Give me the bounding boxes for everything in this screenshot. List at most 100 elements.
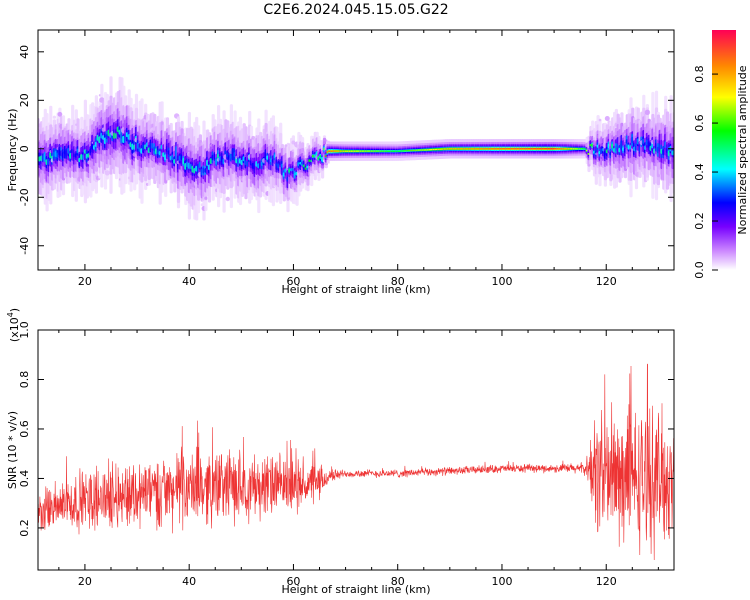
spectrogram-cell <box>552 148 556 150</box>
spectrogram-cell <box>545 148 549 150</box>
spectrogram-panel: 20 40 60 80 100 120 -40 -20 0 20 40 Height of str… <box>6 29 675 296</box>
spectrogram-cell <box>525 148 529 150</box>
colorbar-tick-label: 0.8 <box>693 65 706 83</box>
spectrogram-cell <box>337 150 341 152</box>
spectrogram-cell <box>445 148 449 150</box>
spectrogram-cell <box>474 148 478 150</box>
spectrogram-cell <box>498 148 502 150</box>
spectrogram-cell <box>341 150 345 152</box>
spectrogram-cell <box>503 148 507 150</box>
spectrogram-cell <box>346 150 350 152</box>
spectrogram-cell <box>561 148 566 150</box>
spectrogram-cell <box>492 148 496 150</box>
spectrogram-cell <box>419 149 423 151</box>
spectrogram-cell <box>426 149 431 151</box>
spectrogram-cell <box>332 150 336 152</box>
spectrogram-cell <box>408 150 412 152</box>
spectrogram-cell <box>326 151 330 153</box>
spectrogram-cell <box>541 148 545 150</box>
spectrogram-cell <box>470 148 474 150</box>
spectrogram-cell <box>456 148 460 150</box>
spectrogram-y-tick-label: -20 <box>18 188 31 206</box>
figure-title: C2E6.2024.045.15.05.G22 <box>263 2 448 18</box>
snr-x-tick-label: 120 <box>596 575 617 588</box>
spectrogram-cell <box>401 150 405 152</box>
spectrogram-cell <box>554 148 558 150</box>
spectrogram-cell <box>476 148 480 150</box>
snr-scale-exponent: 4 <box>6 312 15 317</box>
spectrogram-cell <box>330 150 334 152</box>
colorbar-tick-label: 0.2 <box>693 212 706 230</box>
spectrogram-cell <box>457 148 462 150</box>
spectrogram-cell <box>441 148 445 150</box>
spectrogram-cell <box>490 148 494 150</box>
spectrogram-speckle <box>57 111 63 117</box>
spectrogram-cell <box>467 148 471 150</box>
spectrogram-cell <box>530 148 535 150</box>
spectrogram-cell <box>410 150 414 152</box>
spectrogram-cell <box>432 148 436 151</box>
spectrogram-cell <box>366 150 370 152</box>
spectrogram-y-tick-label: 40 <box>18 45 31 59</box>
spectrogram-cell <box>372 150 376 152</box>
colorbar-label: Normalized spectral amplitude <box>736 65 749 234</box>
spectrogram-cell <box>364 150 368 152</box>
spectrogram-cell <box>485 148 489 150</box>
snr-y-tick-label: 0.6 <box>18 420 31 438</box>
spectrogram-cell <box>373 150 378 152</box>
spectrogram-cell <box>448 148 452 150</box>
spectrogram-cell <box>375 150 379 152</box>
spectrogram-cell <box>403 150 407 152</box>
spectrogram-cell <box>421 149 425 151</box>
spectrogram-cell <box>390 150 394 152</box>
spectrogram-cell <box>501 148 505 150</box>
colorbar-ticks: 0.0 0.2 0.4 0.6 0.8 <box>693 65 718 279</box>
spectrogram-y-ticks: -40 -20 0 20 40 <box>18 45 674 255</box>
snr-plot-area <box>38 330 674 570</box>
spectrogram-cell <box>395 150 399 152</box>
spectrogram-cell <box>461 148 465 150</box>
spectrogram-x-tick-label: 100 <box>491 275 512 288</box>
spectrogram-cell <box>509 148 513 150</box>
spectrogram-cell <box>459 148 463 150</box>
spectrogram-cell <box>514 148 518 150</box>
colorbar-tick-label: 0.4 <box>693 163 706 181</box>
spectrogram-cell <box>405 150 409 152</box>
spectrogram-cell <box>578 148 582 150</box>
spectrogram-x-tick-label: 80 <box>391 275 405 288</box>
spectrogram-cell <box>534 148 538 150</box>
spectrogram-cell <box>543 148 547 150</box>
spectrogram-cell <box>479 148 483 150</box>
spectrogram-cell <box>368 150 372 152</box>
snr-scale-factor: (x104) <box>6 308 21 342</box>
snr-frame <box>37 329 675 571</box>
spectrogram-cell <box>494 148 498 150</box>
spectrogram-cell <box>518 148 522 150</box>
spectrogram-cell <box>350 150 354 152</box>
snr-y-ticks: 0.2 0.4 0.6 0.8 1.0 <box>18 321 674 537</box>
colorbar-tick-label: 0.6 <box>693 114 706 131</box>
spectrogram-cell <box>355 150 359 152</box>
spectrogram-cell <box>488 148 493 150</box>
spectrogram-cell <box>377 150 381 152</box>
spectrogram-cell <box>436 148 440 150</box>
spectrogram-cell <box>569 148 573 150</box>
spectrogram-cell <box>333 150 337 152</box>
spectrogram-cell <box>563 148 567 150</box>
spectrogram-cell <box>580 148 584 150</box>
snr-y-tick-label: 0.4 <box>18 470 31 488</box>
spectrogram-cell <box>434 148 438 151</box>
spectrogram-cell <box>505 148 509 150</box>
spectrogram-cell <box>428 149 432 151</box>
spectrogram-speckle <box>204 196 208 200</box>
spectrogram-cell <box>379 150 383 152</box>
spectrogram-cell <box>430 149 434 151</box>
snr-x-tick-label: 100 <box>491 575 512 588</box>
snr-y-tick-label: 0.8 <box>18 371 31 389</box>
spectrogram-cell <box>406 150 410 152</box>
spectrogram-cell <box>565 148 569 150</box>
spectrogram-cell <box>487 148 491 150</box>
spectrogram-cell <box>437 148 441 150</box>
spectrogram-cell <box>359 150 363 152</box>
snr-scale-base: (x10 <box>8 317 21 342</box>
